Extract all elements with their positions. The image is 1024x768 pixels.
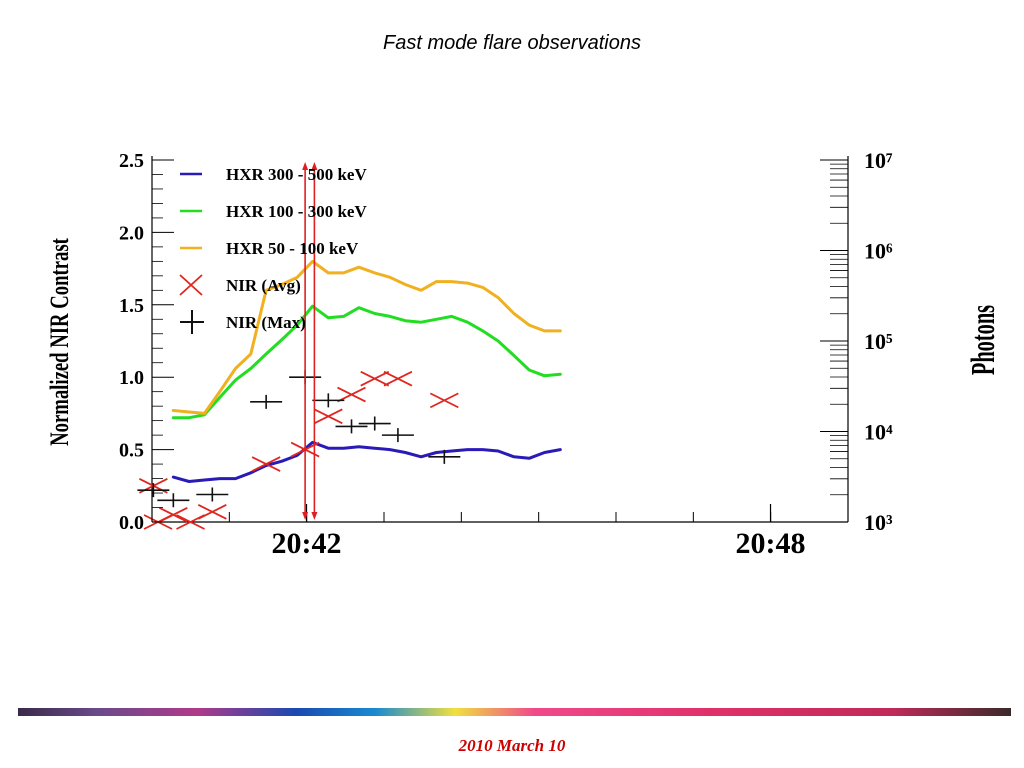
nir-avg-marker bbox=[313, 408, 343, 425]
y-tick-label-right: 10⁵ bbox=[864, 329, 893, 354]
plot-frame bbox=[151, 156, 849, 523]
y-tick-label-right: 10⁶ bbox=[864, 239, 893, 264]
flare-marker-arrow-top bbox=[311, 162, 318, 170]
nir-max-marker bbox=[250, 394, 283, 409]
nir-avg-marker bbox=[337, 386, 366, 403]
nir-max-marker bbox=[312, 393, 345, 408]
y-tick-label-left: 0.5 bbox=[119, 440, 144, 462]
series-line-2 bbox=[171, 259, 562, 415]
nir-max-marker bbox=[137, 483, 170, 498]
nir-max-marker bbox=[335, 419, 368, 434]
flare-marker-arrow-bottom bbox=[311, 512, 318, 520]
y-tick-label-left: 1.0 bbox=[119, 367, 144, 389]
y-tick-label-left: 0.0 bbox=[119, 512, 144, 534]
nir-avg-marker bbox=[429, 392, 459, 409]
legend-swatch-x bbox=[179, 274, 203, 296]
nir-avg-marker bbox=[383, 370, 413, 387]
slide-title: Fast mode flare observations bbox=[383, 32, 641, 54]
series-line-0 bbox=[171, 440, 562, 483]
nir-avg-marker bbox=[158, 506, 188, 523]
nir-max-marker bbox=[358, 416, 391, 431]
x-tick-label: 20:42 bbox=[272, 527, 342, 560]
legend-label: HXR 50 - 100 keV bbox=[226, 239, 359, 258]
y-tick-label-left: 2.0 bbox=[119, 222, 144, 244]
legend-label: NIR (Max) bbox=[226, 313, 306, 332]
y-tick-label-left: 1.5 bbox=[119, 295, 144, 317]
y-tick-label-right: 10⁴ bbox=[864, 420, 893, 445]
series-line-1 bbox=[171, 304, 562, 420]
series-markers bbox=[137, 370, 461, 530]
legend-swatch-plus bbox=[180, 310, 204, 334]
nir-max-marker bbox=[157, 493, 190, 508]
nir-max-marker bbox=[428, 449, 461, 464]
x-tick-label: 20:48 bbox=[736, 527, 806, 560]
y-tick-label-right: 10⁷ bbox=[864, 148, 893, 173]
axes: 0.0 0.5 1.0 1.5 2.0 2.5 10³ 10⁴ 10⁵ 10⁶ 10⁷ 20:42 20… bbox=[119, 148, 893, 560]
flare-marker-arrow-top bbox=[302, 162, 309, 170]
y-axis-label-right: Photons bbox=[965, 305, 1003, 375]
legend: HXR 300 - 500 keV HXR 100 - 300 keV HXR 50… bbox=[179, 165, 367, 334]
nir-max-marker bbox=[196, 487, 229, 502]
footer-date: 2010 March 10 bbox=[458, 736, 566, 755]
legend-label: HXR 100 - 300 keV bbox=[226, 202, 367, 221]
legend-label: NIR (Avg) bbox=[226, 276, 301, 295]
nir-avg-marker bbox=[197, 504, 227, 520]
footer-gradient-bar bbox=[18, 708, 1011, 716]
series-lines bbox=[171, 259, 562, 483]
nir-avg-marker bbox=[251, 456, 281, 472]
nir-max-marker bbox=[381, 428, 414, 443]
nir-avg-marker bbox=[360, 370, 390, 387]
legend-label: HXR 300 - 500 keV bbox=[226, 165, 367, 184]
y-tick-label-right: 10³ bbox=[864, 510, 893, 535]
y-tick-label-left: 2.5 bbox=[119, 150, 144, 172]
flare-marker-arrow-bottom bbox=[302, 512, 309, 520]
y-axis-label-left: Normalized NIR Contrast bbox=[45, 238, 74, 446]
